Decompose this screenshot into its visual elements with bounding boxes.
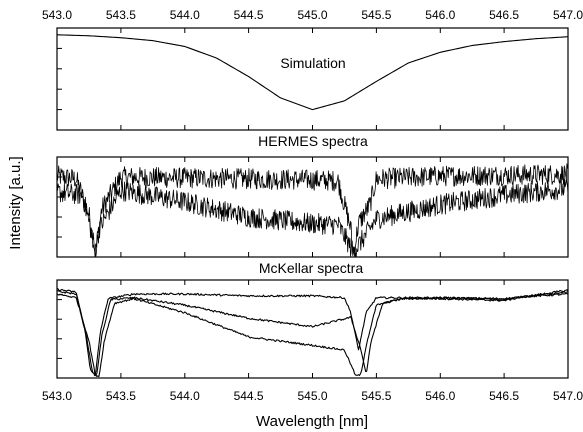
- top-tick-label: 545.0: [297, 8, 327, 22]
- panel-hermes: HERMES spectra: [56, 133, 569, 258]
- panel-simulation-y-ticks: [56, 28, 569, 130]
- bottom-tick-label: 544.5: [234, 389, 264, 403]
- panel-simulation: Simulation: [56, 27, 569, 131]
- bottom-tick-label: 546.0: [425, 389, 455, 403]
- top-tick-label: 546.5: [489, 8, 519, 22]
- bottom-tick-label: 543.5: [106, 389, 136, 403]
- panel-hermes-y-ticks: [56, 157, 569, 257]
- top-tick-label: 543.0: [42, 8, 72, 22]
- series-line-mckellar-3: [56, 289, 569, 378]
- panel-mckellar-y-ticks: [56, 280, 569, 378]
- top-tick-label: 544.0: [170, 8, 200, 22]
- top-tick-label: 543.5: [106, 8, 136, 22]
- top-tick-label: 544.5: [234, 8, 264, 22]
- panel-simulation-title: Simulation: [280, 55, 345, 71]
- top-tick-label: 545.5: [361, 8, 391, 22]
- y-axis-label: Intensity [a.u.]: [7, 156, 24, 249]
- top-axis: 543.0 543.5 544.0 544.5 545.0 545.5 546.0 546.5…: [42, 8, 583, 22]
- bottom-tick-label: 544.0: [170, 389, 200, 403]
- series-line-mckellar-2: [56, 289, 569, 377]
- top-tick-label: 547.0: [553, 8, 583, 22]
- bottom-tick-label: 543.0: [42, 389, 72, 403]
- bottom-tick-label: 545.5: [361, 389, 391, 403]
- panel-hermes-curves: [56, 163, 569, 258]
- bottom-tick-label: 545.0: [297, 389, 327, 403]
- top-tick-labels: 543.0 543.5 544.0 544.5 545.0 545.5 546.0 546.5…: [42, 8, 583, 22]
- bottom-tick-labels: 543.0 543.5 544.0 544.5 545.0 545.5 546.0 546.5…: [42, 389, 583, 403]
- panel-mckellar-frame: [56, 279, 569, 379]
- x-axis-label: Wavelength [nm]: [256, 413, 368, 430]
- bottom-tick-label: 546.5: [489, 389, 519, 403]
- panel-mckellar-curves: [56, 288, 569, 378]
- panel-simulation-curves: [56, 34, 569, 111]
- panel-mckellar: McKellar spectra: [56, 260, 569, 379]
- series-line-hermes-1: [56, 163, 569, 257]
- panel-hermes-title: HERMES spectra: [258, 133, 368, 149]
- bottom-tick-label: 547.0: [553, 389, 583, 403]
- top-tick-label: 546.0: [425, 8, 455, 22]
- series-line-mckellar-1: [56, 288, 569, 376]
- panel-mckellar-title: McKellar spectra: [259, 260, 363, 276]
- series-line-simulation-1: [56, 34, 569, 111]
- bottom-axis: 543.0 543.5 544.0 544.5 545.0 545.5 546.0 546.5…: [42, 389, 583, 403]
- series-line-hermes-2: [56, 178, 569, 258]
